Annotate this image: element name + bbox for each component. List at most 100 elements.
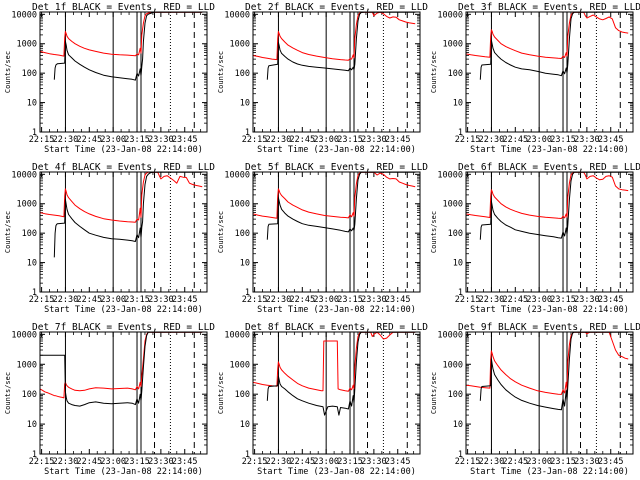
panel-title: Det 9f BLACK = Events, RED = LLD	[458, 322, 640, 333]
y-tick-label: 1000	[17, 200, 37, 210]
y-tick-label: 1000	[230, 360, 250, 370]
y-tick-label: 10000	[224, 10, 250, 20]
x-tick-label: 22:45	[290, 457, 316, 467]
y-tick-label: 10000	[11, 10, 37, 20]
x-tick-label: 23:30	[574, 295, 600, 305]
y-tick-label: 10000	[224, 170, 250, 180]
detector-panel: Det 4f BLACK = Events, RED = LLD Counts/s…	[4, 162, 215, 315]
y-tick-label: 10000	[437, 170, 463, 180]
x-tick-label: 22:30	[53, 457, 79, 467]
y-tick-label: 10000	[437, 10, 463, 20]
x-tick-label: 22:15	[455, 295, 481, 305]
y-tick-label: 10	[453, 99, 463, 109]
x-tick-label: 23:15	[124, 457, 150, 467]
y-tick-label: 100	[235, 229, 250, 239]
x-axis-label: Start Time (23-Jan-08 22:14:00)	[44, 305, 203, 315]
y-axis-label: Counts/sec	[217, 372, 225, 414]
x-tick-label: 23:15	[337, 135, 363, 145]
x-tick-label: 23:30	[148, 457, 174, 467]
y-tick-label: 10000	[11, 330, 37, 340]
x-tick-label: 22:45	[503, 457, 529, 467]
x-tick-label: 23:15	[124, 135, 150, 145]
x-tick-label: 23:00	[100, 295, 126, 305]
y-tick-label: 1000	[443, 40, 463, 50]
x-tick-label: 23:45	[385, 135, 411, 145]
x-tick-label: 22:15	[29, 457, 55, 467]
x-tick-label: 23:45	[172, 135, 198, 145]
detector-panel: Det 2f BLACK = Events, RED = LLD Counts/s…	[217, 2, 428, 155]
y-tick-label: 1000	[17, 40, 37, 50]
x-tick-label: 22:45	[77, 135, 103, 145]
detector-panel: Det 8f BLACK = Events, RED = LLD Counts/s…	[217, 322, 428, 477]
y-tick-label: 10	[27, 259, 37, 269]
x-tick-label: 23:00	[313, 295, 339, 305]
x-tick-label: 22:30	[266, 457, 292, 467]
x-tick-label: 23:45	[598, 135, 624, 145]
y-tick-label: 100	[235, 69, 250, 79]
lld-series-line	[253, 12, 416, 61]
y-tick-label: 100	[235, 390, 250, 400]
x-tick-label: 22:45	[290, 135, 316, 145]
x-tick-label: 23:00	[526, 457, 552, 467]
y-tick-label: 1000	[230, 40, 250, 50]
y-tick-label: 1	[458, 128, 463, 138]
x-tick-label: 22:30	[479, 457, 505, 467]
x-tick-label: 23:00	[100, 457, 126, 467]
y-tick-label: 1000	[443, 200, 463, 210]
x-tick-label: 23:30	[148, 295, 174, 305]
lld-series-line	[40, 172, 203, 223]
x-axis-label: Start Time (23-Jan-08 22:14:00)	[257, 305, 416, 315]
x-tick-label: 23:45	[385, 295, 411, 305]
y-axis-label: Counts/sec	[430, 211, 438, 253]
x-tick-label: 23:00	[100, 135, 126, 145]
y-tick-label: 10	[240, 420, 250, 430]
x-tick-label: 23:00	[313, 457, 339, 467]
x-axis-label: Start Time (23-Jan-08 22:14:00)	[470, 145, 629, 155]
y-tick-label: 100	[448, 229, 463, 239]
y-axis-label: Counts/sec	[430, 51, 438, 93]
x-tick-label: 22:30	[266, 295, 292, 305]
x-tick-label: 23:45	[172, 457, 198, 467]
lld-series-line	[253, 172, 416, 219]
panel-title: Det 8f BLACK = Events, RED = LLD	[245, 322, 428, 333]
x-tick-label: 23:45	[598, 457, 624, 467]
x-tick-label: 22:15	[242, 295, 268, 305]
plot-frame	[39, 11, 208, 133]
x-tick-label: 23:30	[361, 135, 387, 145]
x-tick-label: 22:45	[503, 135, 529, 145]
x-tick-label: 23:15	[337, 457, 363, 467]
x-tick-label: 22:30	[53, 295, 79, 305]
x-axis-label: Start Time (23-Jan-08 22:14:00)	[257, 467, 416, 477]
x-tick-label: 23:00	[526, 135, 552, 145]
y-axis-label: Counts/sec	[217, 51, 225, 93]
y-tick-label: 1	[32, 288, 37, 298]
x-tick-label: 22:15	[455, 457, 481, 467]
panel-title: Det 3f BLACK = Events, RED = LLD	[458, 2, 640, 13]
x-tick-label: 23:15	[550, 135, 576, 145]
x-tick-label: 23:45	[598, 295, 624, 305]
lld-series-line	[466, 12, 629, 59]
y-tick-label: 10000	[437, 330, 463, 340]
x-tick-label: 23:45	[172, 295, 198, 305]
plot-frame	[39, 331, 208, 455]
detector-panel: Det 5f BLACK = Events, RED = LLD Counts/s…	[217, 162, 428, 315]
x-axis-label: Start Time (23-Jan-08 22:14:00)	[44, 467, 203, 477]
y-tick-label: 10	[240, 259, 250, 269]
panel-title: Det 6f BLACK = Events, RED = LLD	[458, 162, 640, 173]
x-tick-label: 22:15	[455, 135, 481, 145]
plot-frame	[252, 11, 421, 133]
x-tick-label: 23:00	[313, 135, 339, 145]
y-tick-label: 10	[453, 420, 463, 430]
y-tick-label: 1	[245, 450, 250, 460]
x-axis-label: Start Time (23-Jan-08 22:14:00)	[470, 305, 629, 315]
y-tick-label: 1000	[230, 200, 250, 210]
detector-panel: Det 1f BLACK = Events, RED = LLD Counts/s…	[4, 2, 215, 155]
y-tick-label: 1	[32, 450, 37, 460]
y-axis-label: Counts/sec	[4, 211, 12, 253]
plot-frame	[465, 171, 634, 293]
plot-frame	[252, 171, 421, 293]
x-tick-label: 22:45	[77, 295, 103, 305]
y-tick-label: 1000	[443, 360, 463, 370]
